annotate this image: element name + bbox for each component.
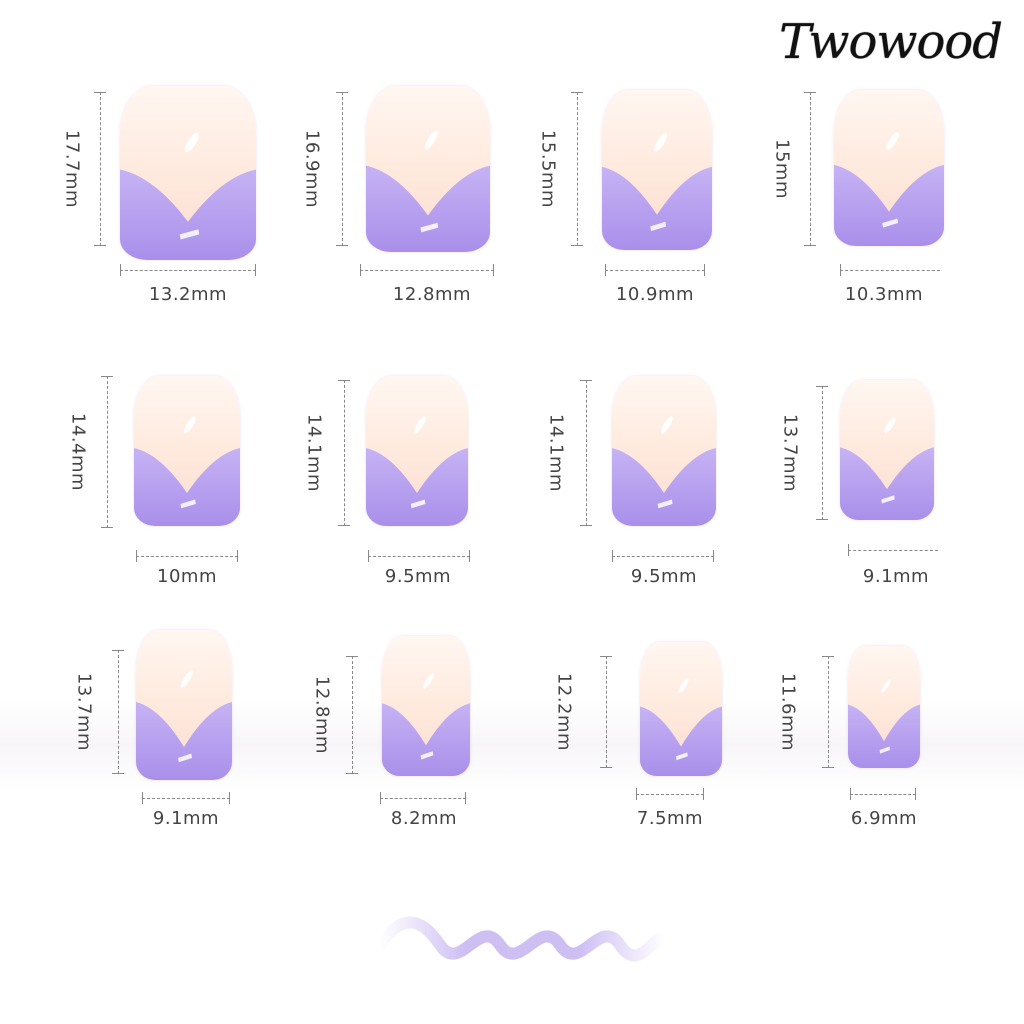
length-dimension-line — [571, 92, 583, 246]
press-on-nail — [612, 376, 716, 526]
length-label: 11.6mm — [777, 672, 799, 752]
press-on-nail — [366, 376, 468, 526]
length-dimension-line — [580, 380, 592, 526]
length-dimension-line — [101, 376, 113, 528]
length-label: 13.7mm — [73, 672, 95, 752]
width-label: 10mm — [157, 566, 217, 587]
wave-decoration — [374, 916, 670, 962]
length-dimension-line — [336, 92, 348, 246]
length-dimension-line — [112, 650, 124, 774]
width-label: 10.9mm — [615, 284, 695, 305]
lilac-french-tip — [840, 447, 934, 520]
width-dimension-line — [636, 788, 704, 800]
press-on-nail — [366, 86, 490, 252]
lilac-french-tip — [134, 448, 240, 526]
width-label: 9.5mm — [630, 566, 698, 587]
length-label: 15.5mm — [537, 129, 559, 209]
width-label: 12.8mm — [392, 284, 472, 305]
length-label: 14.1mm — [303, 413, 325, 493]
width-label: 8.2mm — [390, 808, 458, 829]
lilac-french-tip — [120, 169, 256, 260]
brand-logo: Twowood — [779, 14, 1003, 70]
lilac-french-tip — [612, 448, 716, 526]
length-label: 13.7mm — [779, 413, 801, 493]
press-on-nail — [120, 86, 256, 260]
lilac-french-tip — [640, 706, 722, 776]
width-dimension-line — [142, 792, 230, 804]
press-on-nail — [848, 646, 920, 768]
length-label: 12.8mm — [311, 675, 333, 755]
length-label: 14.4mm — [67, 412, 89, 492]
press-on-nail — [834, 90, 944, 246]
width-dimension-line — [612, 550, 714, 562]
length-dimension-line — [804, 92, 816, 246]
width-label: 9.1mm — [152, 808, 220, 829]
press-on-nail — [840, 380, 934, 520]
lilac-french-tip — [848, 704, 920, 768]
lilac-french-tip — [366, 165, 490, 252]
width-dimension-line — [848, 544, 938, 556]
width-dimension-line — [605, 264, 705, 276]
lilac-french-tip — [366, 448, 468, 526]
width-dimension-line — [840, 264, 940, 276]
width-label: 9.1mm — [862, 566, 930, 587]
length-dimension-line — [338, 380, 350, 526]
length-dimension-line — [816, 386, 828, 520]
lilac-french-tip — [602, 166, 712, 250]
width-dimension-line — [850, 788, 916, 800]
press-on-nail — [382, 636, 470, 776]
length-label: 14.1mm — [545, 413, 567, 493]
lilac-french-tip — [834, 164, 944, 246]
length-dimension-line — [94, 92, 106, 246]
length-dimension-line — [346, 656, 358, 774]
length-dimension-line — [600, 656, 612, 768]
width-dimension-line — [360, 264, 494, 276]
press-on-nail — [136, 630, 232, 780]
length-label: 16.9mm — [301, 129, 323, 209]
lilac-french-tip — [136, 702, 232, 780]
width-label: 6.9mm — [850, 808, 918, 829]
length-label: 17.7mm — [61, 129, 83, 209]
length-label: 15mm — [771, 139, 793, 199]
width-label: 10.3mm — [844, 284, 924, 305]
lilac-french-tip — [382, 703, 470, 776]
width-dimension-line — [380, 792, 466, 804]
width-label: 7.5mm — [636, 808, 704, 829]
press-on-nail — [602, 90, 712, 250]
press-on-nail — [134, 376, 240, 526]
length-label: 12.2mm — [553, 672, 575, 752]
width-label: 13.2mm — [148, 284, 228, 305]
width-dimension-line — [136, 550, 238, 562]
width-dimension-line — [120, 264, 256, 276]
width-label: 9.5mm — [384, 566, 452, 587]
press-on-nail — [640, 642, 722, 776]
width-dimension-line — [368, 550, 470, 562]
length-dimension-line — [822, 656, 834, 768]
